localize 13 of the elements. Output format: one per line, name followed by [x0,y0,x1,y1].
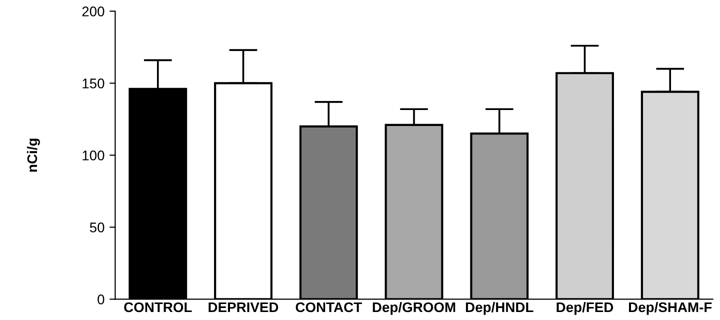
y-axis-title: nCi/g [26,138,40,172]
x-tick-label: DEPRIVED [208,302,278,312]
x-tick-label: Dep/FED [556,302,614,315]
y-tick-label: 150 [82,78,104,88]
y-tick-label: 100 [82,150,104,160]
x-tick-label: CONTACT [296,302,362,312]
x-tick-label: CONTROL [124,302,192,312]
x-tick-label: Dep/SHAM-F [628,302,712,315]
x-tick-label: Dep/GROOM [372,302,456,315]
y-tick-label: 0 [98,294,104,304]
y-tick-label: 50 [90,222,104,232]
x-tick-label: Dep/HNDL [466,302,534,315]
y-tick-label: 200 [82,6,104,16]
